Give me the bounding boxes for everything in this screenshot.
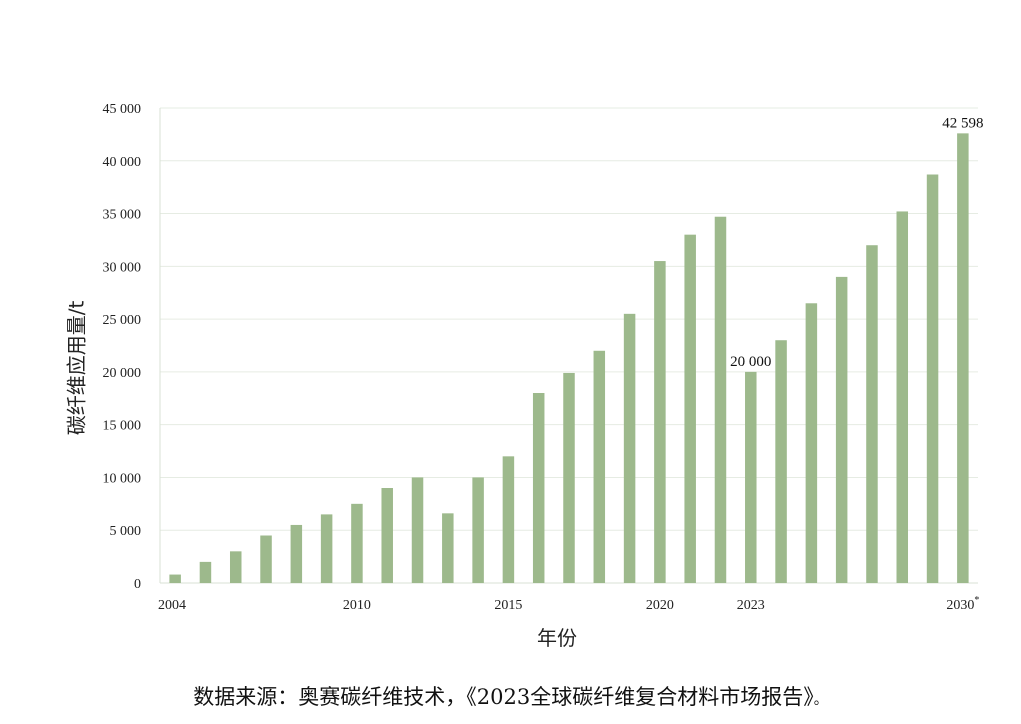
bar-2015	[502, 456, 515, 583]
y-tick-label: 25 000	[103, 313, 142, 328]
y-tick-label: 30 000	[103, 260, 142, 275]
bar-2017	[563, 372, 575, 583]
data-label-2030: 42 598	[942, 115, 983, 131]
bar-2016	[532, 393, 545, 583]
x-tick-label: 2030*	[946, 595, 979, 613]
bar-2014	[472, 477, 484, 583]
bar-2028	[896, 211, 909, 583]
bar-2010	[351, 503, 363, 583]
bar-2019	[623, 313, 636, 583]
bars	[169, 133, 969, 584]
source-note: 数据来源：奥赛碳纤维技术，《2023全球碳纤维复合材料市场报告》。	[0, 681, 1021, 711]
bar-2024	[775, 340, 787, 583]
x-tick-label: 2020	[646, 598, 674, 613]
bar-2004	[169, 574, 181, 583]
y-tick-label: 0	[134, 577, 141, 592]
data-label-2023: 20 000	[730, 354, 771, 370]
y-tick-label: 5 000	[110, 524, 142, 539]
bar-2029	[926, 174, 939, 583]
bar-2025	[805, 303, 818, 583]
y-tick-label: 10 000	[103, 471, 142, 486]
bar-2013	[442, 513, 454, 583]
bar-2021	[684, 234, 696, 583]
source-text: 数据来源：奥赛碳纤维技术，《2023全球碳纤维复合材料市场报告》	[193, 685, 814, 709]
x-tick-label: 2015	[494, 598, 522, 613]
bar-2026	[835, 276, 848, 583]
bar-2027	[866, 245, 878, 583]
x-axis-ticks: 2004 2010 2015 2020 2023 2030*	[158, 595, 979, 613]
y-axis-ticks: 0 5 000 10 000 15 000 20 000 25 000 30 000 35 0…	[103, 102, 142, 592]
data-labels: 20 000 42 598	[730, 115, 983, 370]
bar-2006	[229, 551, 242, 583]
y-tick-label: 40 000	[103, 155, 142, 170]
bar-2005	[199, 561, 212, 583]
bar-2009	[320, 514, 333, 583]
x-axis-label: 年份	[537, 626, 577, 650]
bar-2008	[290, 524, 303, 583]
bar-2007	[260, 535, 272, 583]
bar-2020	[654, 261, 666, 583]
x-tick-label: 2004	[158, 598, 186, 613]
carbon-fiber-usage-bar-chart: 0 5 000 10 000 15 000 20 000 25 000 30 000 35 0…	[65, 102, 984, 650]
source-end-mark: 。	[813, 692, 828, 708]
x-tick-label: 2023	[737, 598, 765, 613]
bar-2011	[381, 488, 393, 583]
bar-2022	[714, 216, 727, 583]
bar-2030	[957, 133, 969, 584]
y-tick-label: 15 000	[103, 419, 142, 434]
bar-2023	[745, 371, 757, 583]
y-tick-label: 20 000	[103, 366, 142, 381]
y-axis-label: 碳纤维应用量/t	[65, 301, 89, 436]
bar-2012	[411, 477, 424, 583]
x-tick-label: 2010	[343, 598, 371, 613]
y-tick-label: 45 000	[103, 102, 142, 117]
y-tick-label: 35 000	[103, 208, 142, 223]
bar-2018	[593, 350, 606, 583]
